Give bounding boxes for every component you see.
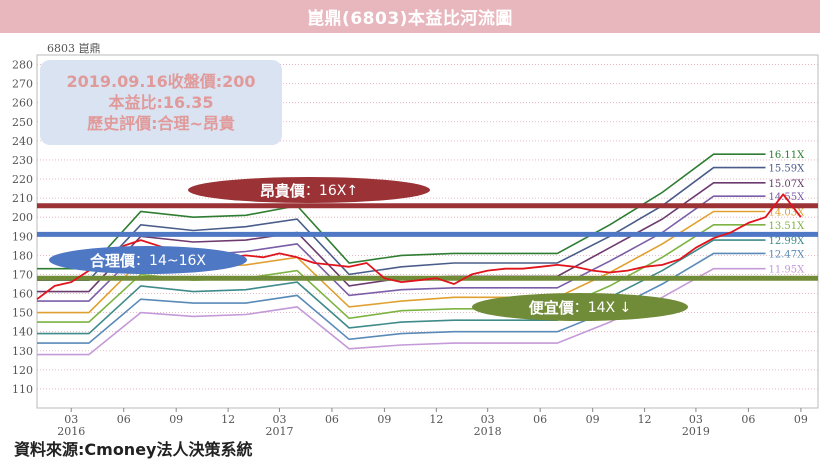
y-tick-label: 280 bbox=[12, 59, 33, 72]
y-tick-label: 200 bbox=[12, 211, 33, 224]
y-tick-label: 110 bbox=[12, 383, 33, 396]
y-tick-label: 220 bbox=[12, 173, 33, 186]
pe-line-12.47X bbox=[37, 252, 766, 344]
cheap-price-label: 便宜價 ：14X ↓ bbox=[472, 293, 688, 321]
x-tick-label: 09 bbox=[377, 413, 391, 426]
x-tick-label: 03 bbox=[64, 413, 78, 426]
chart-title-bar: 崑鼎(6803)本益比河流圖 bbox=[0, 0, 820, 33]
y-tick-label: 190 bbox=[12, 230, 33, 243]
x-tick-label: 12 bbox=[221, 413, 235, 426]
x-tick-label: 03 bbox=[481, 413, 495, 426]
cheap-price-title: 便宜價 bbox=[528, 298, 574, 317]
x-tick-label: 12 bbox=[638, 413, 652, 426]
x-year-label: 2016 bbox=[57, 425, 85, 438]
pe-line-label: 15.07X bbox=[769, 179, 806, 190]
expensive-price-title: 昂貴價 bbox=[259, 181, 305, 200]
x-year-label: 2018 bbox=[474, 425, 502, 438]
stock-label: 6803 崑鼎 bbox=[47, 42, 101, 55]
x-tick-label: 06 bbox=[741, 413, 755, 426]
x-tick-label: 12 bbox=[429, 413, 443, 426]
y-tick-label: 160 bbox=[12, 288, 33, 301]
pe-line-16.11X bbox=[37, 153, 766, 270]
close-price-text: 2019.09.16收盤價:200 bbox=[66, 72, 256, 91]
y-tick-label: 170 bbox=[12, 268, 33, 281]
y-tick-label: 210 bbox=[12, 192, 33, 205]
pe-line-label: 12.47X bbox=[769, 249, 806, 260]
x-tick-label: 03 bbox=[272, 413, 286, 426]
pe-ratio-text: 本益比:16.35 bbox=[108, 93, 214, 112]
y-tick-label: 150 bbox=[12, 307, 33, 320]
pe-line-15.59X bbox=[37, 166, 766, 282]
x-tick-label: 09 bbox=[794, 413, 808, 426]
x-tick-label: 06 bbox=[325, 413, 339, 426]
y-tick-label: 250 bbox=[12, 116, 33, 129]
valuation-info-box: 2019.09.16收盤價:200 本益比:16.35 歷史評價:合理~昂貴 bbox=[40, 60, 282, 145]
y-tick-label: 270 bbox=[12, 78, 33, 91]
expensive-price-label: 昂貴價 ：16X↑ bbox=[188, 177, 430, 203]
x-tick-label: 03 bbox=[689, 413, 703, 426]
y-tick-label: 240 bbox=[12, 135, 33, 148]
y-tick-label: 260 bbox=[12, 97, 33, 110]
pe-line-label: 11.95X bbox=[769, 265, 806, 276]
x-tick-label: 06 bbox=[117, 413, 131, 426]
plot-frame bbox=[36, 54, 819, 409]
cheap-price-value: ：14X ↓ bbox=[573, 300, 632, 316]
x-tick-label: 06 bbox=[533, 413, 547, 426]
valuation-text: 歷史評價:合理~昂貴 bbox=[87, 114, 235, 133]
pe-line-label: 12.99X bbox=[769, 236, 806, 247]
x-year-label: 2019 bbox=[682, 425, 710, 438]
y-tick-label: 120 bbox=[12, 364, 33, 377]
pe-line-label: 14.03X bbox=[769, 207, 806, 218]
x-tick-label: 09 bbox=[169, 413, 183, 426]
fair-price-value: ：14~16X bbox=[135, 253, 206, 269]
chart-title: 崑鼎(6803)本益比河流圖 bbox=[307, 9, 513, 29]
y-tick-label: 180 bbox=[12, 249, 33, 262]
y-tick-label: 130 bbox=[12, 345, 33, 358]
data-source: 資料來源:Cmoney法人決策系統 bbox=[14, 440, 253, 459]
expensive-price-value: ：16X↑ bbox=[304, 183, 359, 199]
pe-line-label: 15.59X bbox=[769, 164, 806, 175]
pe-line-label: 13.51X bbox=[769, 221, 806, 232]
fair-price-label: 合理價 ：14~16X bbox=[49, 246, 247, 274]
fair-price-title: 合理價 bbox=[90, 251, 136, 270]
x-tick-label: 09 bbox=[586, 413, 600, 426]
y-tick-label: 230 bbox=[12, 154, 33, 167]
y-tick-label: 140 bbox=[12, 326, 33, 339]
pe-line-label: 16.11X bbox=[769, 150, 806, 161]
x-year-label: 2017 bbox=[265, 425, 293, 438]
